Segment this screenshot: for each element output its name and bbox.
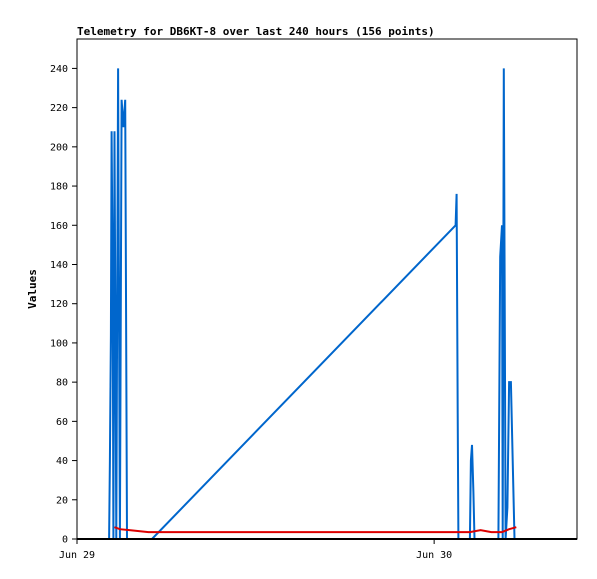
y-tick-label: 120 xyxy=(50,299,68,310)
y-axis: 0 20 40 60 80 100 120 140 160 180 200 220 240 xyxy=(50,64,77,546)
series-line-2 xyxy=(114,526,517,534)
y-tick-label: 80 xyxy=(56,378,68,389)
y-tick-label: 60 xyxy=(56,417,68,428)
y-tick-label: 160 xyxy=(50,221,68,232)
y-tick-label: 200 xyxy=(50,142,68,153)
y-tick-label: 100 xyxy=(50,338,68,349)
x-tick-label: Jun 30 xyxy=(416,550,452,561)
x-tick-label: Jun 29 xyxy=(59,550,95,561)
series-layer xyxy=(108,68,517,540)
x-axis: Jun 29 Jun 30 xyxy=(59,539,452,561)
y-tick-label: 0 xyxy=(62,535,68,546)
y-tick-label: 240 xyxy=(50,64,68,75)
y-tick-label: 40 xyxy=(56,456,68,467)
y-tick-label: 20 xyxy=(56,495,68,506)
series-line-1 xyxy=(108,68,517,540)
y-tick-label: 180 xyxy=(50,182,68,193)
y-tick-label: 220 xyxy=(50,103,68,114)
plot-frame xyxy=(76,38,578,540)
y-axis-title: Values xyxy=(26,269,39,309)
chart-title: Telemetry for DB6KT-8 over last 240 hour… xyxy=(77,25,435,38)
y-tick-label: 140 xyxy=(50,260,68,271)
